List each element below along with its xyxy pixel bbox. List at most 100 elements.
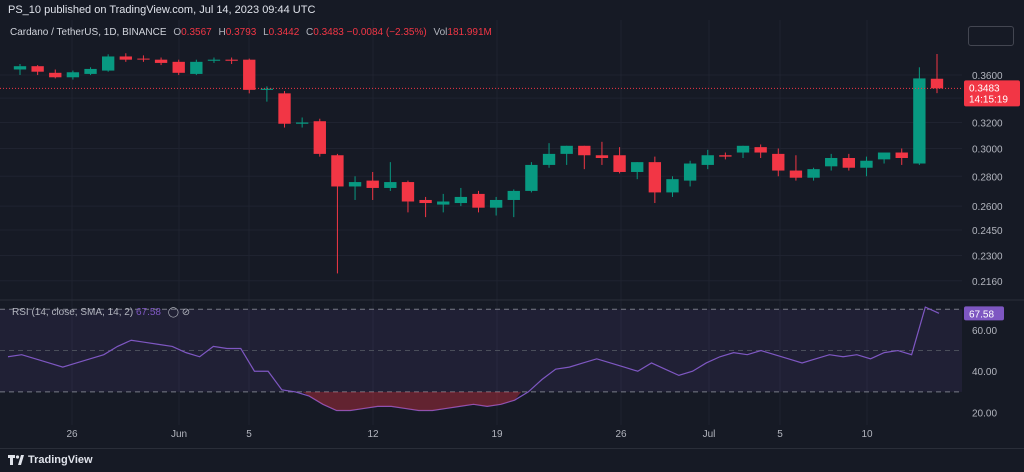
time-tick-label: 12	[367, 429, 379, 440]
candle-body[interactable]	[472, 193, 485, 208]
candle-body[interactable]	[542, 153, 556, 165]
open-value: 0.3567	[181, 27, 212, 38]
candle-body[interactable]	[736, 145, 750, 153]
candle-body[interactable]	[384, 182, 397, 188]
candle-body[interactable]	[66, 72, 80, 78]
candle-body[interactable]	[260, 88, 274, 90]
price-tick-label: 0.3600	[972, 71, 1003, 82]
rsi-legend: RSI (14, close, SMA, 14, 2) 67.58 ◯ ⊘	[12, 307, 190, 318]
candle-body[interactable]	[842, 157, 855, 168]
candle-body[interactable]	[278, 93, 291, 124]
candle-body[interactable]	[807, 169, 820, 178]
chart-svg[interactable]: 0.36000.34000.32000.30000.28000.26000.24…	[0, 0, 1024, 448]
low-value: 0.3442	[268, 27, 300, 38]
candle-body[interactable]	[789, 170, 803, 178]
candle-body[interactable]	[913, 78, 926, 164]
candle-body[interactable]	[877, 152, 891, 160]
candle-body[interactable]	[595, 155, 609, 158]
candle-body[interactable]	[401, 182, 415, 202]
rsi-legend-value: 67.58	[135, 307, 161, 318]
candle-body[interactable]	[13, 66, 27, 70]
candle-body[interactable]	[190, 61, 203, 74]
candle-body[interactable]	[49, 72, 62, 78]
candle-body[interactable]	[313, 121, 326, 154]
price-tick-label: 0.2600	[972, 202, 1003, 213]
volume-label: Vol	[433, 27, 448, 38]
candle-body[interactable]	[419, 199, 432, 204]
high-label: H	[218, 27, 226, 38]
candle-body[interactable]	[243, 59, 256, 90]
time-tick-label: 10	[861, 429, 873, 440]
candle-body[interactable]	[119, 56, 132, 60]
candle-body[interactable]	[613, 155, 626, 172]
price-badge-countdown: 14:15:19	[969, 94, 1008, 105]
volume-value: 181.991M	[447, 27, 492, 38]
candle-body[interactable]	[648, 162, 662, 193]
candle-body[interactable]	[137, 58, 150, 60]
candle-body[interactable]	[860, 160, 873, 168]
time-tick-label: 19	[491, 429, 503, 440]
candle-body[interactable]	[772, 153, 785, 171]
candle-body[interactable]	[930, 78, 944, 89]
candle-body[interactable]	[295, 122, 309, 124]
candle-body[interactable]	[719, 155, 732, 157]
time-tick-label: 26	[66, 429, 78, 440]
candle-body[interactable]	[102, 56, 115, 71]
rsi-badge-value: 67.58	[969, 309, 994, 320]
price-tick-label: 0.2800	[972, 172, 1003, 183]
candle-body[interactable]	[84, 68, 97, 74]
chart-frame	[0, 20, 1024, 448]
time-tick-label: Jul	[703, 429, 716, 440]
chart-controls-box[interactable]	[968, 26, 1014, 46]
price-tick-label: 0.2160	[972, 277, 1003, 288]
open-label: O	[173, 27, 182, 38]
tradingview-logo-icon	[8, 455, 24, 465]
candle-body[interactable]	[489, 199, 503, 208]
high-value: 0.3793	[225, 27, 257, 38]
footer-bar: TradingView	[0, 448, 1024, 472]
candle-body[interactable]	[207, 59, 221, 61]
candle-body[interactable]	[31, 66, 44, 72]
price-tick-label: 0.3000	[972, 144, 1003, 155]
time-tick-label: 5	[246, 429, 252, 440]
candle-body[interactable]	[683, 163, 697, 181]
candle-body[interactable]	[825, 157, 838, 167]
time-tick-label: 26	[615, 429, 627, 440]
candle-body[interactable]	[348, 182, 362, 187]
time-tick-label: 5	[777, 429, 783, 440]
candle-body[interactable]	[631, 162, 644, 172]
rsi-line	[7, 306, 940, 412]
price-tick-label: 0.3200	[972, 118, 1003, 129]
candle-body[interactable]	[225, 59, 238, 61]
candle-body[interactable]	[525, 164, 538, 191]
candle-body[interactable]	[154, 59, 168, 63]
price-tick-label: 0.2450	[972, 226, 1003, 237]
rsi-legend-label: RSI (14, close, SMA, 14, 2)	[12, 307, 134, 318]
candle-body[interactable]	[507, 190, 520, 200]
candle-body[interactable]	[172, 61, 185, 73]
symbol-title: Cardano / TetherUS, 1D, BINANCE	[10, 27, 167, 38]
candle-body[interactable]	[454, 196, 468, 204]
candle-body[interactable]	[366, 180, 379, 188]
candle-body[interactable]	[331, 155, 344, 187]
time-tick-label: Jun	[171, 429, 187, 440]
candle-body[interactable]	[578, 145, 591, 156]
close-value: 0.3483	[313, 27, 344, 38]
eye-icon[interactable]: ◯	[167, 307, 179, 318]
candle-body[interactable]	[666, 179, 679, 193]
footer-brand: TradingView	[28, 454, 93, 466]
rsi-oversold-fill	[302, 391, 522, 411]
symbol-header: Cardano / TetherUS, 1D, BINANCE O0.3567 …	[10, 27, 492, 38]
close-label: C	[306, 27, 314, 38]
change-value: −0.0084 (−2.35%)	[346, 27, 427, 38]
settings-icon[interactable]: ⊘	[181, 307, 191, 318]
candle-body[interactable]	[437, 201, 450, 205]
candle-body[interactable]	[895, 152, 908, 158]
price-badge-value: 0.3483	[969, 83, 1000, 94]
candle-body[interactable]	[701, 155, 714, 165]
rsi-tick-label: 20.00	[972, 409, 997, 420]
candle-body[interactable]	[560, 145, 573, 154]
rsi-badge	[964, 306, 1004, 321]
candle-body[interactable]	[754, 147, 767, 153]
publisher-caption: PS_10 published on TradingView.com, Jul …	[8, 4, 316, 16]
